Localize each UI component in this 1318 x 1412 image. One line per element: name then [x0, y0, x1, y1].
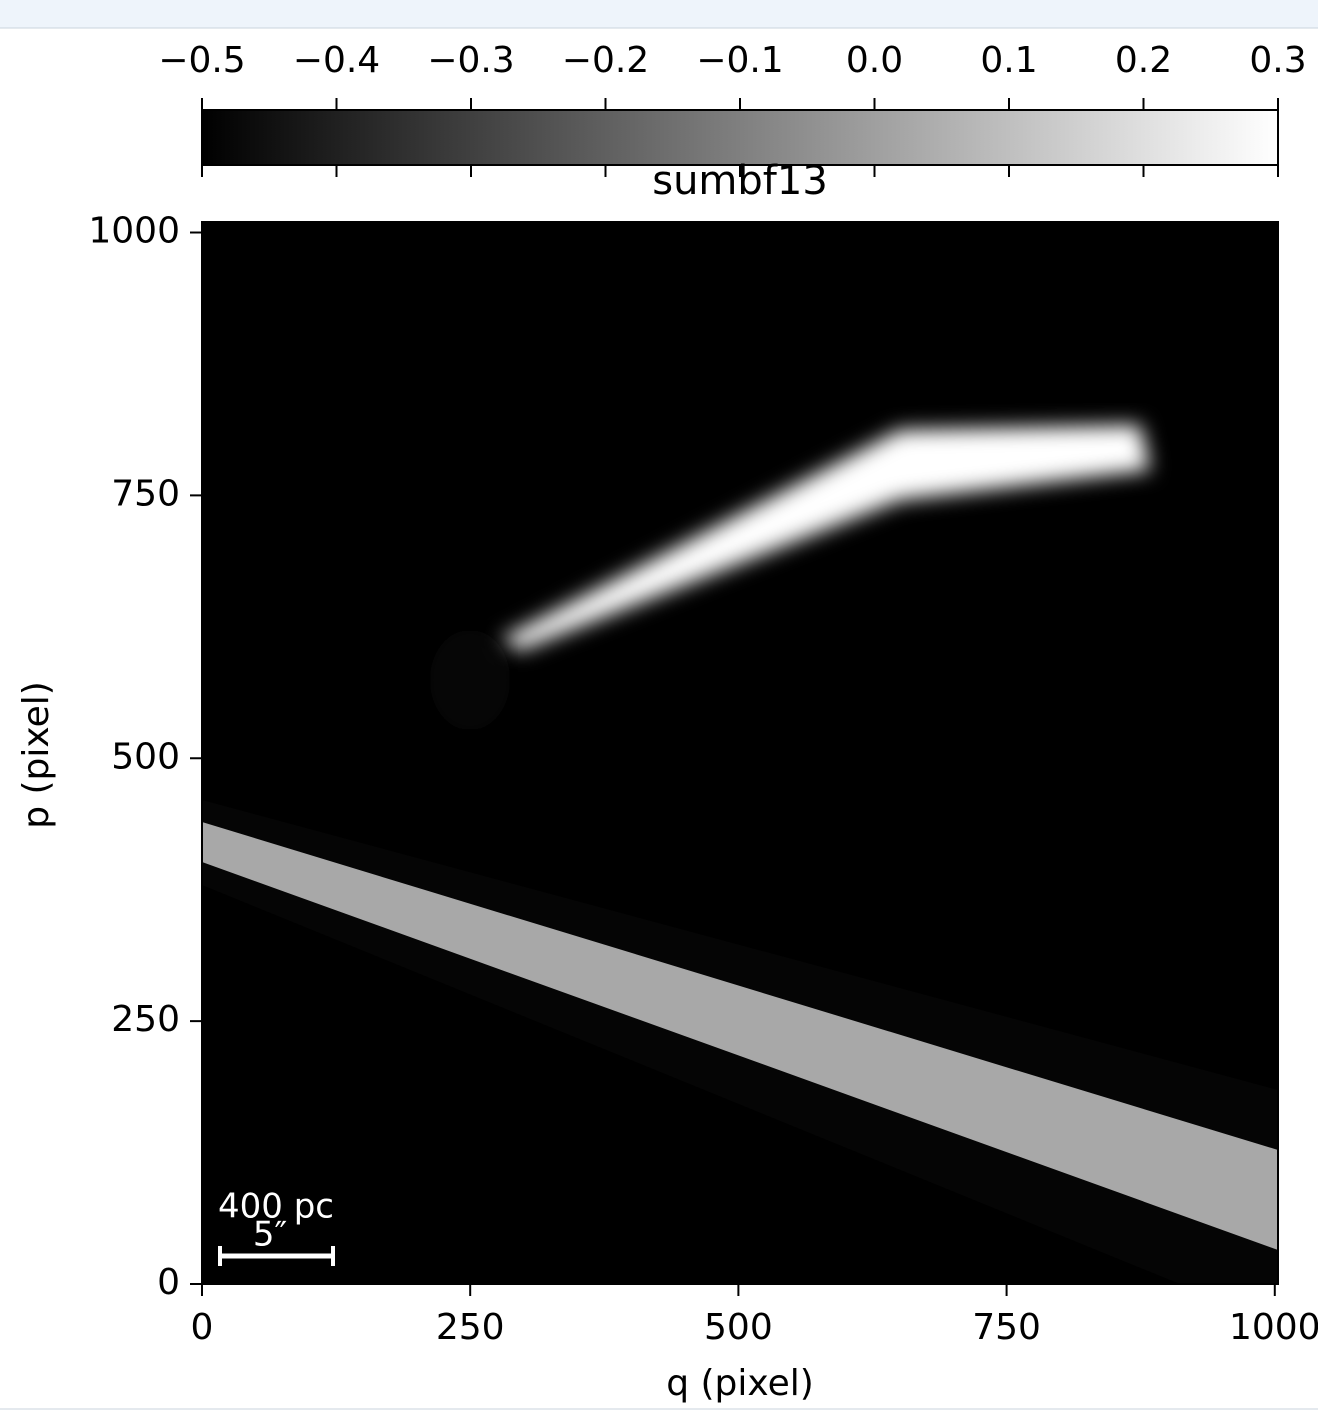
x-tick-label: 250: [436, 1307, 505, 1348]
colorbar-tick-label: −0.5: [158, 40, 245, 81]
colorbar-tick-label: 0.3: [1249, 40, 1306, 81]
y-tick-label: 0: [157, 1262, 180, 1303]
x-tick-label: 500: [704, 1307, 773, 1348]
x-axis-label: q (pixel): [666, 1363, 814, 1404]
top-bar: [0, 0, 1318, 28]
chart-title: sumbf13: [652, 158, 828, 204]
colorbar-tick-label: −0.4: [293, 40, 380, 81]
x-tick-label: 0: [191, 1307, 214, 1348]
colorbar-tick-label: 0.2: [1115, 40, 1172, 81]
x-tick-label: 750: [972, 1307, 1041, 1348]
colorbar: [201, 109, 1279, 166]
annotation: 400 pc: [218, 1187, 334, 1227]
y-tick-label: 500: [111, 736, 180, 777]
colorbar-tick-label: 0.0: [846, 40, 903, 81]
annotation: 5″: [253, 1215, 287, 1255]
colorbar-tick-label: 0.1: [980, 40, 1037, 81]
colorbar-tick-label: −0.2: [562, 40, 649, 81]
x-tick-label: 1000: [1229, 1307, 1318, 1348]
y-tick-label: 1000: [88, 211, 180, 252]
y-tick-label: 750: [111, 473, 180, 514]
colorbar-tick-label: −0.1: [696, 40, 783, 81]
axes-frame: [201, 221, 1279, 1285]
colorbar-tick-label: −0.3: [427, 40, 514, 81]
image: [202, 222, 1278, 1284]
y-tick-label: 250: [111, 999, 180, 1040]
y-axis-label: p (pixel): [16, 681, 57, 829]
